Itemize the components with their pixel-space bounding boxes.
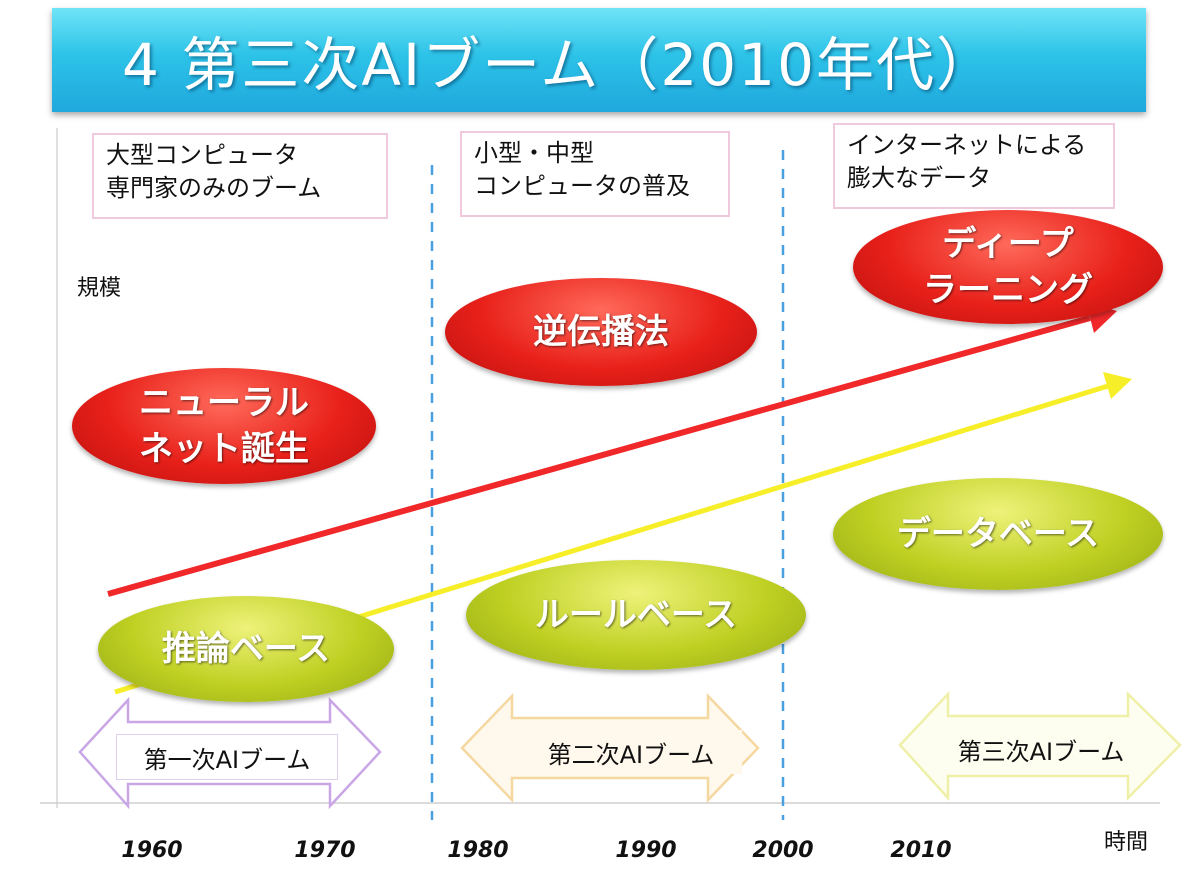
- page-title: 4 第三次AIブーム（2010年代）: [122, 31, 996, 99]
- x-tick-1960: 1960: [121, 838, 183, 863]
- x-tick-1980: 1980: [447, 838, 509, 863]
- x-tick-1970: 1970: [294, 838, 356, 863]
- oval-backpropagation: 逆伝播法: [445, 278, 757, 386]
- oval-deep-learning-line1: ディープ: [942, 224, 1074, 264]
- oval-deep-learning: ディープ ラーニング: [853, 210, 1163, 324]
- era-note-3-line2: 膨大なデータ: [847, 164, 991, 192]
- boom-label-first: 第一次AIブーム: [116, 734, 338, 780]
- era-note-1-line2: 専門家のみのブーム: [106, 174, 322, 202]
- era-note-2: 小型・中型 コンピュータの普及: [460, 131, 730, 217]
- x-axis-label: 時間: [1104, 830, 1149, 855]
- era-note-2-line2: コンピュータの普及: [474, 172, 690, 200]
- oval-database: データベース: [833, 478, 1163, 590]
- oval-rule-based-label: ルールベース: [534, 595, 738, 635]
- oval-deep-learning-line2: ラーニング: [923, 270, 1093, 310]
- oval-rule-based: ルールベース: [466, 560, 806, 670]
- oval-inference-based: 推論ベース: [98, 596, 394, 702]
- era-note-3-line1: インターネットによる: [847, 131, 1087, 159]
- oval-neural-net: ニューラル ネット誕生: [72, 368, 376, 484]
- x-tick-2010: 2010: [890, 838, 952, 863]
- boom-label-third: 第三次AIブーム: [935, 727, 1147, 771]
- yellow-trend-arrowhead: [1103, 372, 1132, 399]
- x-tick-2000: 2000: [752, 838, 814, 863]
- y-axis-label: 規模: [77, 276, 122, 301]
- era-note-1-line1: 大型コンピュータ: [106, 141, 298, 169]
- oval-backpropagation-label: 逆伝播法: [533, 312, 669, 352]
- era-note-3: インターネットによる 膨大なデータ: [833, 123, 1115, 209]
- era-note-2-line1: 小型・中型: [474, 139, 594, 167]
- oval-inference-based-label: 推論ベース: [161, 629, 331, 669]
- boom-label-second: 第二次AIブーム: [520, 730, 742, 774]
- oval-database-label: データベース: [896, 514, 1100, 554]
- red-trend-line: [107, 315, 1091, 597]
- era-note-1: 大型コンピュータ 専門家のみのブーム: [92, 133, 388, 219]
- x-tick-1990: 1990: [615, 838, 677, 863]
- oval-neural-net-line2: ネット誕生: [139, 429, 309, 469]
- title-bar: 4 第三次AIブーム（2010年代）: [52, 8, 1146, 112]
- oval-neural-net-line1: ニューラル: [139, 383, 309, 423]
